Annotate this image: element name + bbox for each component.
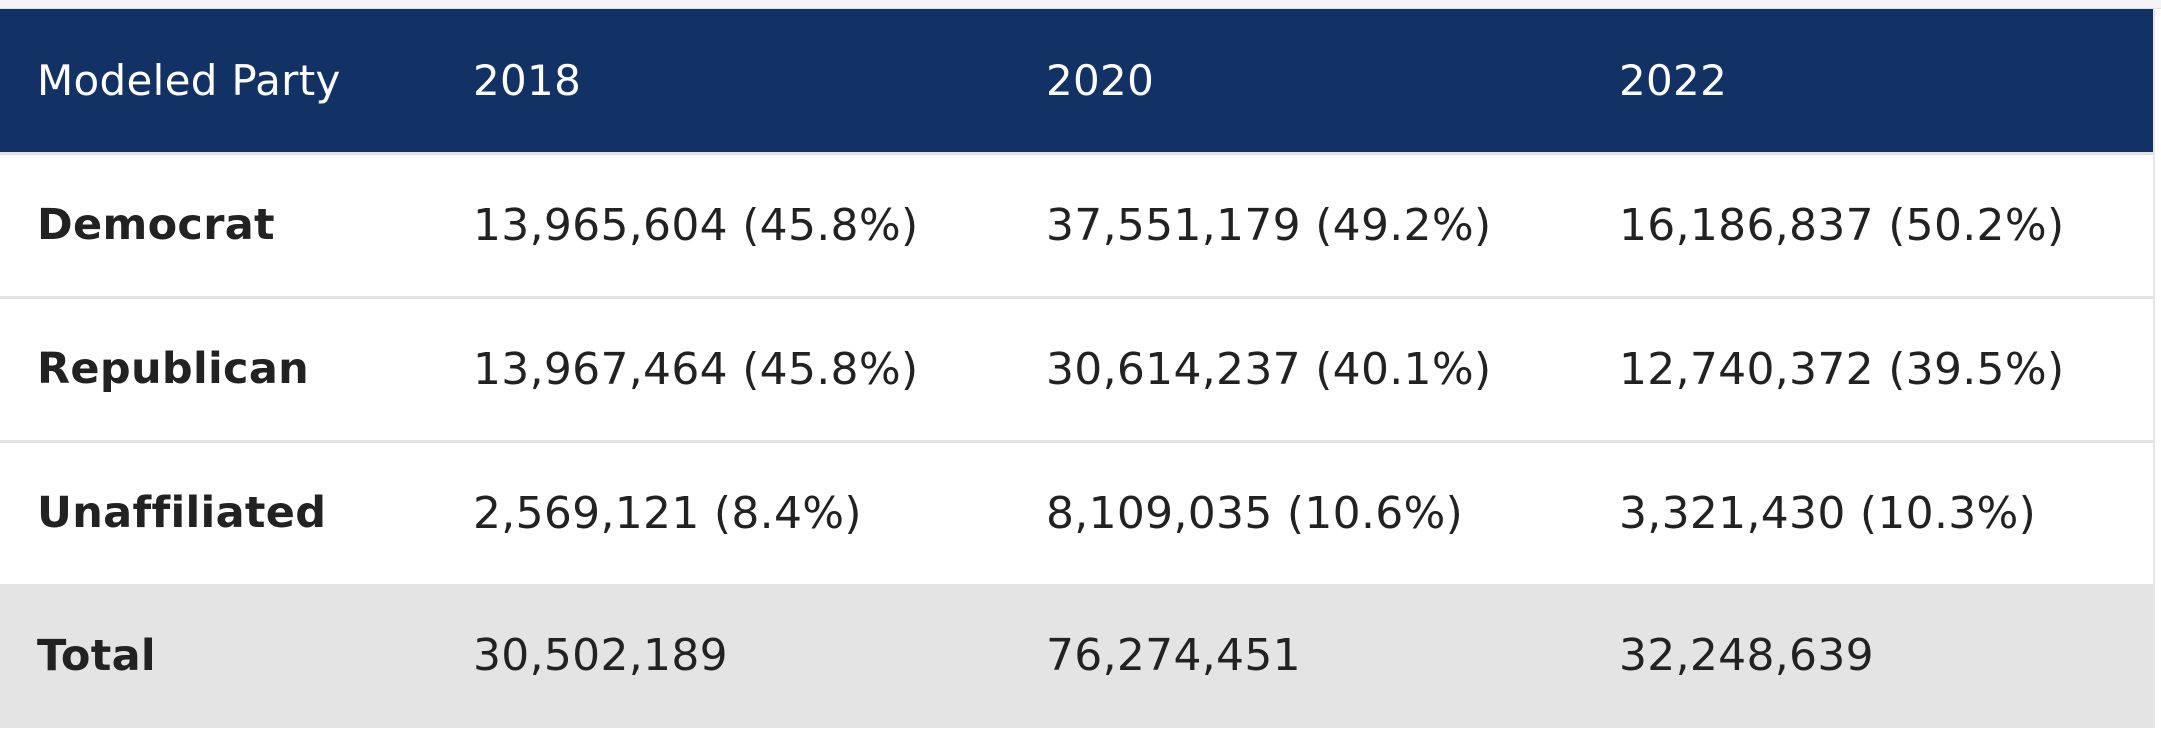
cell-2018: 30,502,189 — [473, 630, 728, 681]
table-header-row: Modeled Party 2018 2020 2022 — [0, 9, 2153, 152]
table-row-total: Total 30,502,189 76,274,451 32,248,639 — [0, 584, 2153, 728]
cell-2020: 30,614,237 (40.1%) — [1046, 343, 1492, 395]
cell-2018: 2,569,121 (8.4%) — [473, 487, 862, 539]
row-label: Total — [37, 630, 156, 681]
row-label: Unaffiliated — [37, 488, 327, 538]
party-table: Modeled Party 2018 2020 2022 Democrat 13… — [0, 9, 2155, 728]
table-row-democrat: Democrat 13,965,604 (45.8%) 37,551,179 (… — [0, 152, 2153, 296]
row-label: Republican — [37, 344, 310, 394]
cell-2020: 8,109,035 (10.6%) — [1046, 487, 1464, 539]
header-2020: 2020 — [1046, 55, 1155, 105]
cell-2018: 13,967,464 (45.8%) — [473, 343, 919, 395]
cell-2020: 76,274,451 — [1046, 630, 1301, 681]
cell-2022: 12,740,372 (39.5%) — [1619, 343, 2065, 395]
top-border — [0, 0, 2161, 9]
table-row-unaffiliated: Unaffiliated 2,569,121 (8.4%) 8,109,035 … — [0, 440, 2153, 584]
header-modeled-party: Modeled Party — [37, 55, 341, 105]
cell-2020: 37,551,179 (49.2%) — [1046, 199, 1492, 251]
cell-2022: 16,186,837 (50.2%) — [1619, 199, 2065, 251]
cell-2022: 3,321,430 (10.3%) — [1619, 487, 2037, 539]
row-label: Democrat — [37, 200, 275, 250]
cell-2018: 13,965,604 (45.8%) — [473, 199, 919, 251]
cell-2022: 32,248,639 — [1619, 630, 1874, 681]
header-2022: 2022 — [1619, 55, 1728, 105]
header-2018: 2018 — [473, 55, 582, 105]
table-row-republican: Republican 13,967,464 (45.8%) 30,614,237… — [0, 296, 2153, 440]
